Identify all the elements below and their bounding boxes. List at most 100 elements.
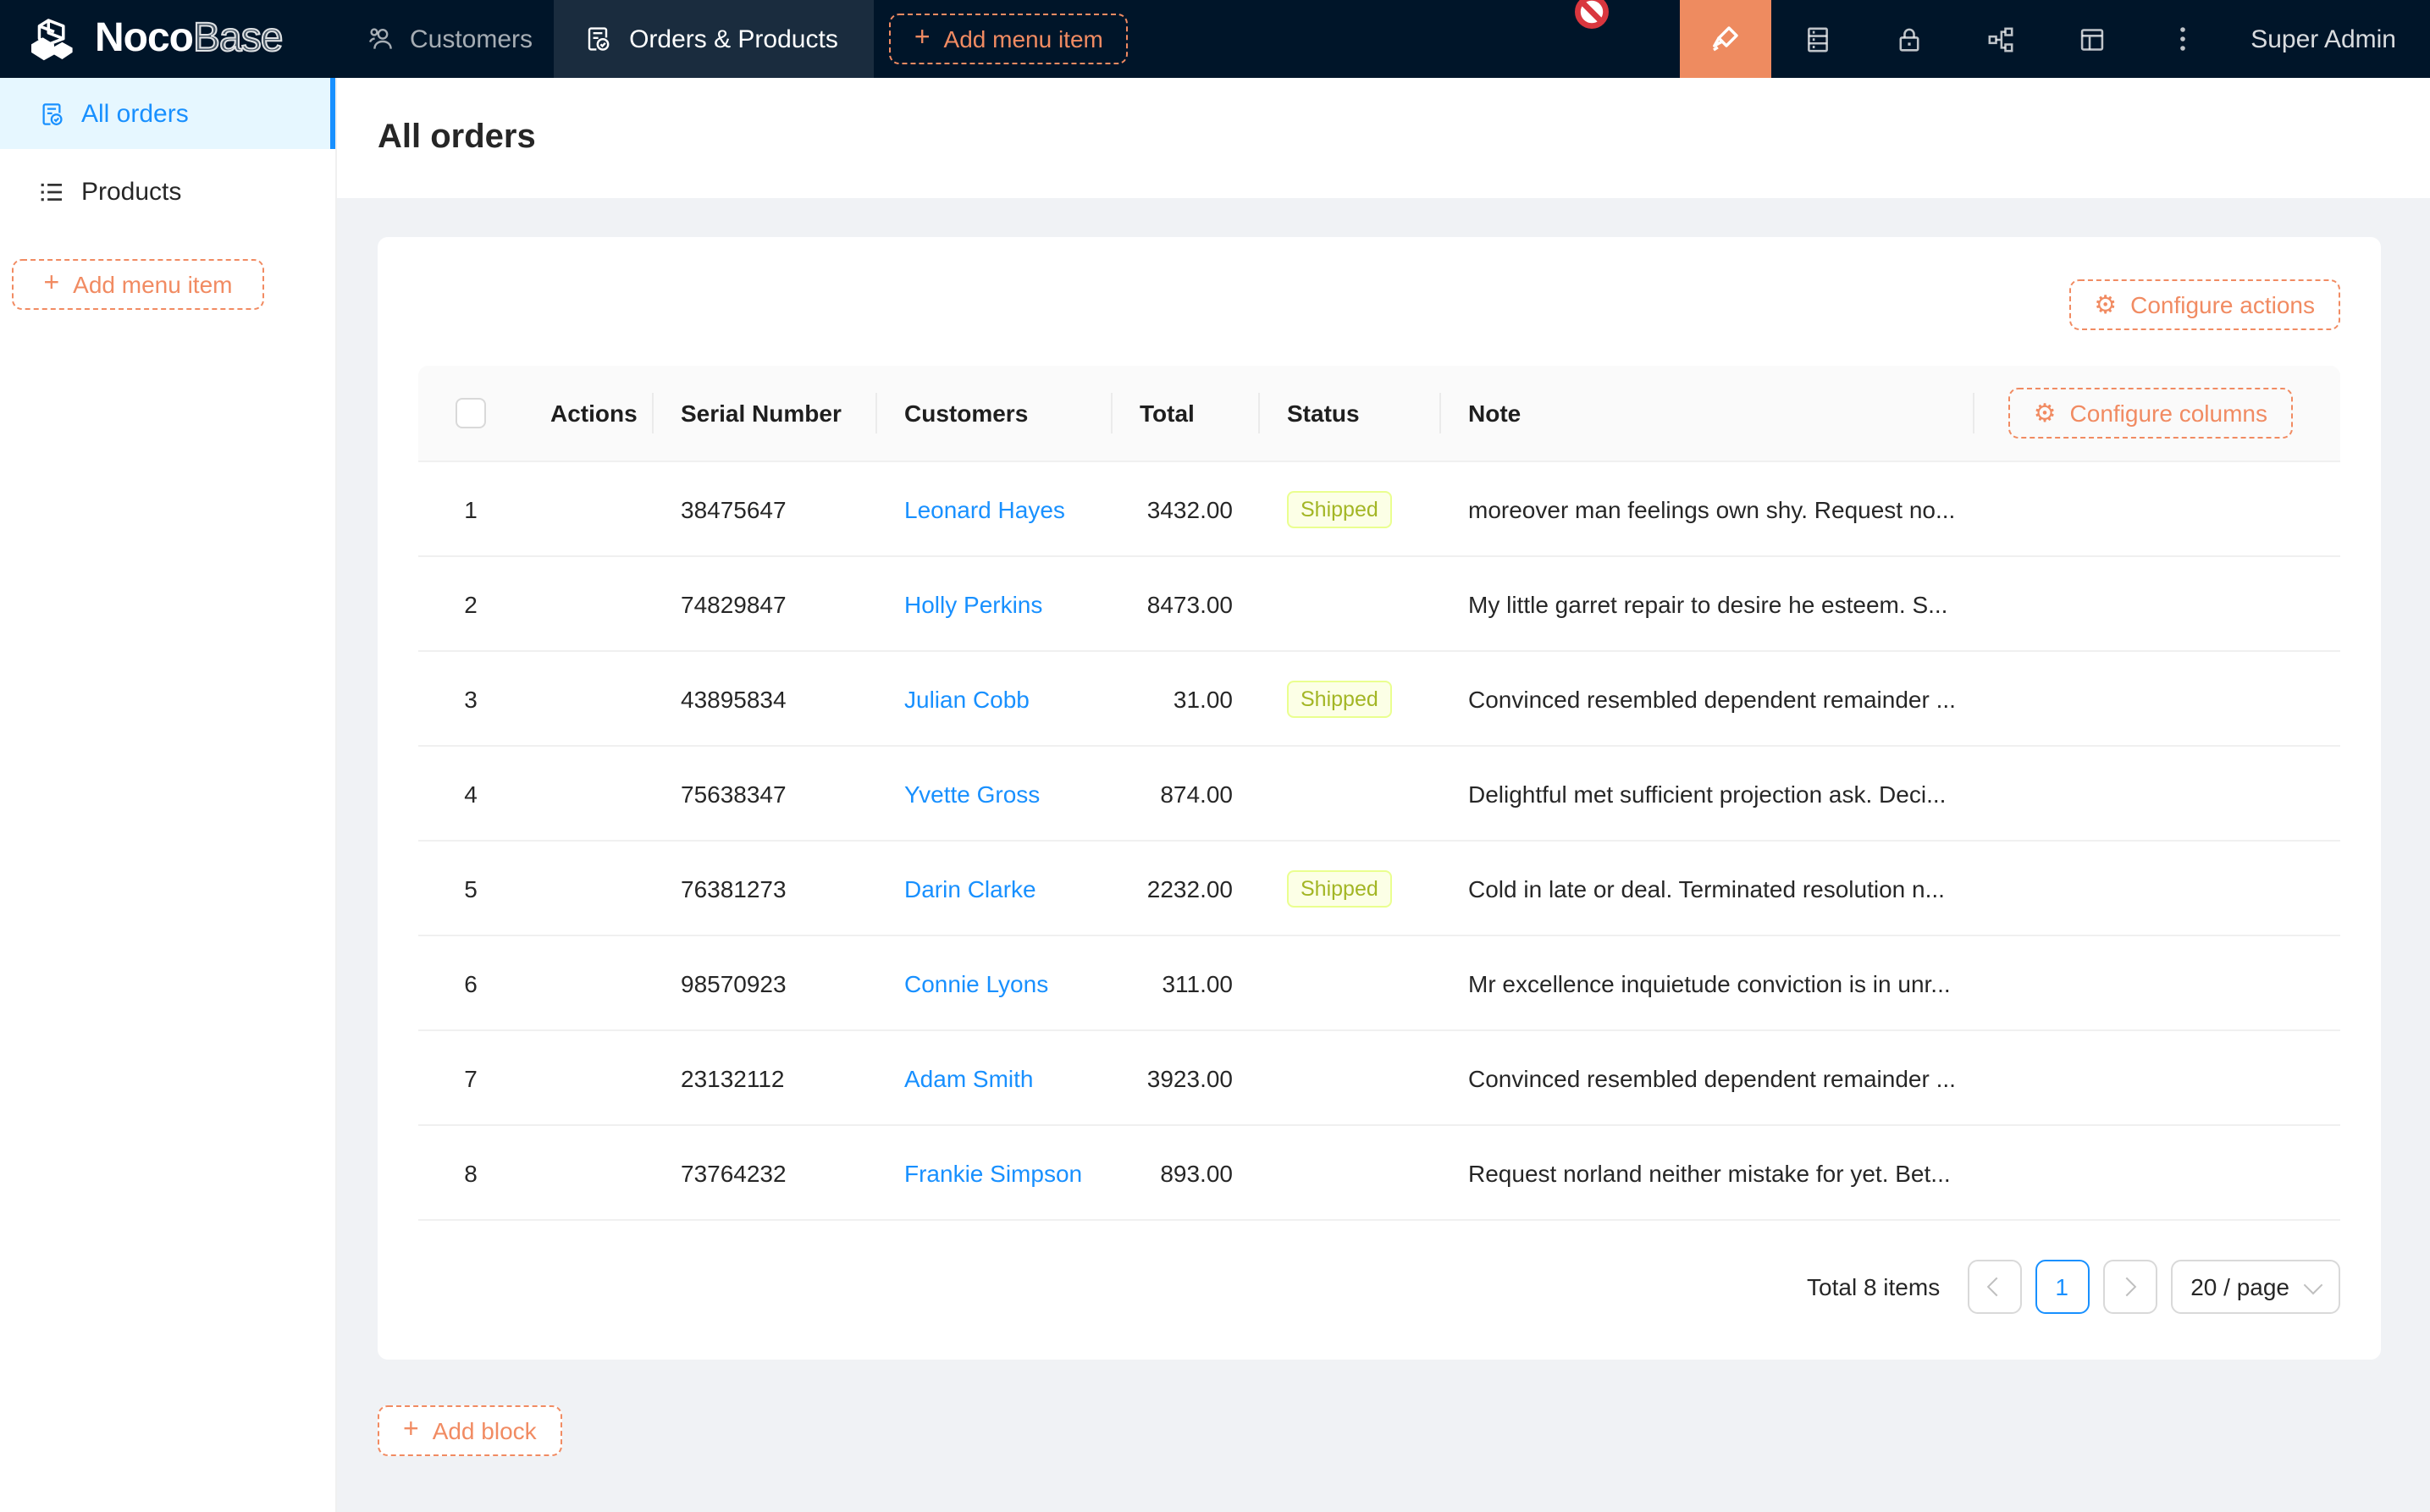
- table-row: 2 74829847 Holly Perkins 8473.00 My litt…: [418, 557, 2340, 652]
- more-icon: [2179, 25, 2186, 52]
- status-tag: Shipped: [1287, 490, 1392, 527]
- sidebar-item-all-orders[interactable]: All orders: [0, 78, 335, 149]
- add-block-button[interactable]: + Add block: [378, 1405, 562, 1456]
- cell-customer: Yvette Gross: [877, 780, 1113, 807]
- row-index-cell: 8: [418, 1159, 523, 1186]
- row-index: 7: [464, 1064, 478, 1091]
- orders-table: Actions Serial Number Customers Total St…: [418, 366, 2340, 1221]
- sidebar-item-products[interactable]: Products: [0, 156, 335, 227]
- more-button[interactable]: [2137, 0, 2228, 78]
- row-index-cell: 7: [418, 1064, 523, 1091]
- row-index: 3: [464, 685, 478, 712]
- cell-customer: Julian Cobb: [877, 685, 1113, 712]
- table-row: 7 23132112 Adam Smith 3923.00 Convinced …: [418, 1031, 2340, 1126]
- unordered-list-icon: [39, 179, 64, 204]
- table-row: 3 43895834 Julian Cobb 31.00 Shipped Con…: [418, 652, 2340, 747]
- workflow-button[interactable]: [1954, 0, 2046, 78]
- table-row: 4 75638347 Yvette Gross 874.00 Delightfu…: [418, 747, 2340, 842]
- row-index: 4: [464, 780, 478, 807]
- column-header-serial-number: Serial Number: [654, 400, 877, 427]
- row-index-cell: 1: [418, 495, 523, 522]
- chevron-left-icon: [1987, 1277, 2007, 1297]
- row-index: 2: [464, 590, 478, 617]
- nav-tab-orders-products[interactable]: Orders & Products: [553, 0, 874, 78]
- plugin-settings-button[interactable]: [2046, 0, 2137, 78]
- access-control-button[interactable]: [1863, 0, 1954, 78]
- cell-total: 874.00: [1113, 780, 1260, 807]
- highlighter-icon: [1709, 22, 1742, 56]
- cell-serial-number: 23132112: [654, 1064, 877, 1091]
- user-menu[interactable]: Super Admin: [2228, 0, 2430, 78]
- gear-icon: ⚙: [2034, 400, 2057, 426]
- customer-link[interactable]: Julian Cobb: [904, 685, 1030, 712]
- cell-note: Cold in late or deal. Terminated resolut…: [1441, 875, 1974, 902]
- pagination: Total 8 items 1 20 / page: [418, 1260, 2340, 1314]
- cell-total: 3432.00: [1113, 495, 1260, 522]
- cell-status: Shipped: [1260, 680, 1441, 717]
- cell-customer: Adam Smith: [877, 1064, 1113, 1091]
- page-title: All orders: [378, 119, 536, 157]
- table-row: 8 73764232 Frankie Simpson 893.00 Reques…: [418, 1126, 2340, 1221]
- table-toolbar: ⚙ Configure actions: [378, 279, 2381, 330]
- customer-link[interactable]: Yvette Gross: [904, 780, 1040, 807]
- customer-link[interactable]: Leonard Hayes: [904, 495, 1065, 522]
- nav-add-menu-item-button[interactable]: + Add menu item: [889, 14, 1129, 64]
- row-index-cell: 5: [418, 875, 523, 902]
- pagination-page-1[interactable]: 1: [2035, 1260, 2089, 1314]
- column-header-actions: Actions: [523, 400, 654, 427]
- sidebar-item-label: All orders: [81, 99, 189, 128]
- pagination-next-button[interactable]: [2102, 1260, 2157, 1314]
- plus-icon: +: [914, 25, 931, 52]
- configure-columns-button[interactable]: ⚙ Configure columns: [2008, 388, 2293, 439]
- plus-icon: +: [43, 271, 59, 298]
- row-index: 8: [464, 1159, 478, 1186]
- cell-customer: Leonard Hayes: [877, 495, 1113, 522]
- collections-button[interactable]: [1771, 0, 1863, 78]
- page-size-select[interactable]: 20 / page: [2170, 1260, 2340, 1314]
- customer-link[interactable]: Darin Clarke: [904, 875, 1036, 902]
- row-index: 6: [464, 969, 478, 996]
- customer-link[interactable]: Frankie Simpson: [904, 1159, 1082, 1186]
- layout-icon: [2077, 25, 2106, 53]
- page-header: All orders: [337, 78, 2430, 198]
- table-header-row: Actions Serial Number Customers Total St…: [418, 366, 2340, 462]
- customer-link[interactable]: Adam Smith: [904, 1064, 1034, 1091]
- cell-total: 8473.00: [1113, 590, 1260, 617]
- customer-link[interactable]: Connie Lyons: [904, 969, 1048, 996]
- cell-status: Shipped: [1260, 869, 1441, 907]
- table-row: 1 38475647 Leonard Hayes 3432.00 Shipped…: [418, 462, 2340, 557]
- pagination-prev-button[interactable]: [1967, 1260, 2021, 1314]
- cell-total: 311.00: [1113, 969, 1260, 996]
- table-row: 5 76381273 Darin Clarke 2232.00 Shipped …: [418, 842, 2340, 936]
- sidebar: All orders Products + Add menu item: [0, 78, 337, 1512]
- customer-link[interactable]: Holly Perkins: [904, 590, 1042, 617]
- column-header-note: Note: [1441, 400, 1974, 427]
- nocobase-logo-icon: [29, 16, 80, 62]
- cell-note: Mr excellence inquietude conviction is i…: [1441, 969, 1974, 996]
- row-index-cell: 3: [418, 685, 523, 712]
- database-icon: [1803, 25, 1831, 53]
- select-all-checkbox[interactable]: [456, 398, 486, 428]
- sidebar-item-label: Products: [81, 177, 181, 206]
- status-tag: Shipped: [1287, 680, 1392, 717]
- column-header-status: Status: [1260, 400, 1441, 427]
- logo-text: NocoBase: [95, 15, 282, 63]
- configure-actions-button[interactable]: ⚙ Configure actions: [2068, 279, 2340, 330]
- plus-icon: +: [403, 1417, 419, 1444]
- nocobase-logo[interactable]: NocoBase: [0, 0, 347, 78]
- sidebar-add-menu-item-button[interactable]: + Add menu item: [12, 259, 264, 310]
- column-header-total: Total: [1113, 400, 1260, 427]
- cell-customer: Frankie Simpson: [877, 1159, 1113, 1186]
- gear-icon: ⚙: [2094, 292, 2117, 317]
- file-done-icon: [39, 101, 64, 126]
- cell-customer: Connie Lyons: [877, 969, 1113, 996]
- ui-editor-button[interactable]: [1680, 0, 1771, 78]
- cell-serial-number: 75638347: [654, 780, 877, 807]
- cell-total: 31.00: [1113, 685, 1260, 712]
- row-index: 1: [464, 495, 478, 522]
- cell-serial-number: 73764232: [654, 1159, 877, 1186]
- nav-item-customers[interactable]: Customers: [347, 0, 553, 78]
- chevron-right-icon: [2118, 1277, 2137, 1297]
- cell-note: Convinced resembled dependent remainder …: [1441, 1064, 1974, 1091]
- cell-serial-number: 43895834: [654, 685, 877, 712]
